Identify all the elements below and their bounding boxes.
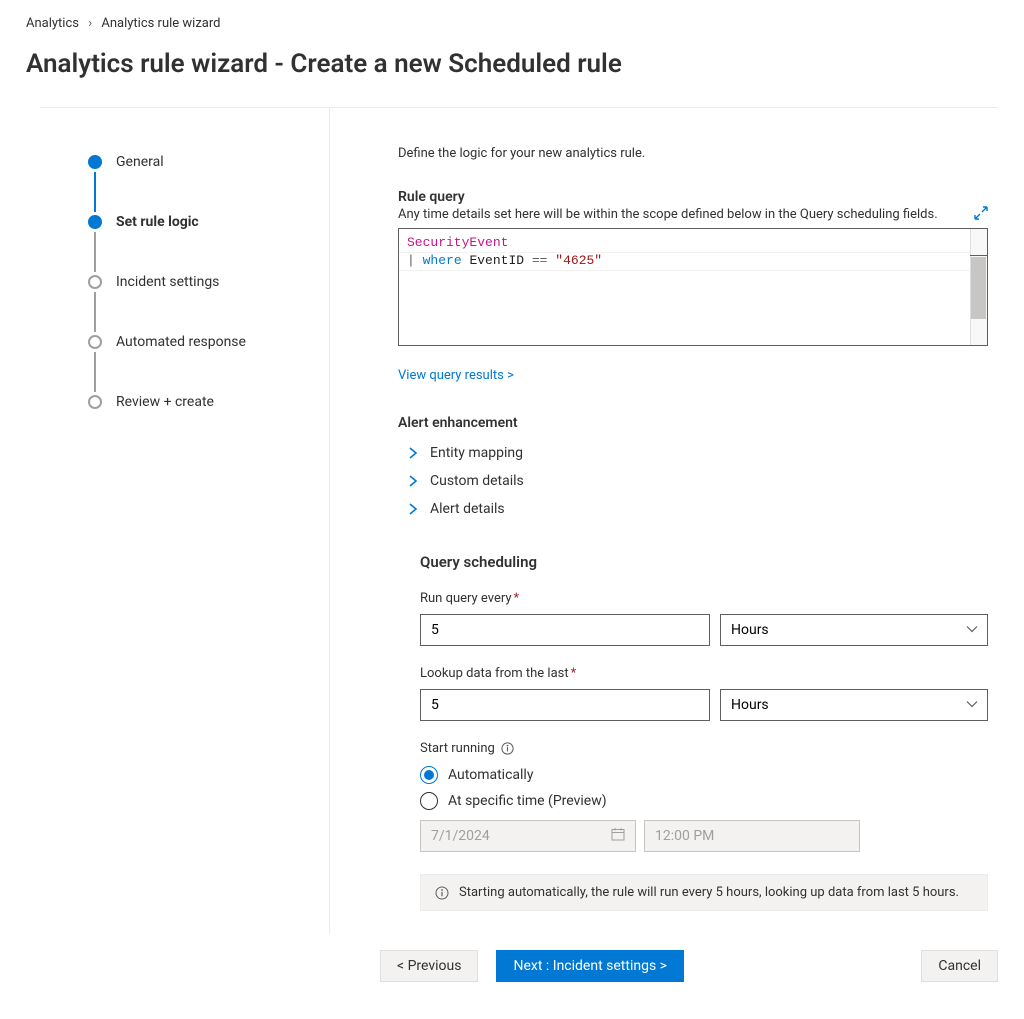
scheduling-info-bar: Starting automatically, the rule will ru… [420,874,988,911]
radio-automatically[interactable]: Automatically [420,766,988,784]
breadcrumb-root[interactable]: Analytics [26,16,79,31]
rule-query-subtitle: Any time details set here will be within… [398,207,988,222]
step-set-rule-logic[interactable]: Set rule logic [88,212,329,232]
start-time-value: 12:00 PM [655,828,714,844]
expand-query-icon[interactable] [974,206,988,224]
step-label: General [116,154,164,170]
step-dot-icon [88,155,102,169]
previous-button[interactable]: < Previous [380,950,478,982]
intro-text: Define the logic for your new analytics … [398,146,988,161]
expander-alert-details[interactable]: Alert details [398,495,988,523]
step-connector [94,292,96,332]
step-general[interactable]: General [88,152,329,172]
cancel-button[interactable]: Cancel [921,950,998,982]
wizard-steps-sidebar: General Set rule logic Incident settings… [40,108,330,934]
query-token-table: SecurityEvent [407,235,508,250]
run-query-every-value-input[interactable] [420,614,710,646]
run-query-every-label: Run query every* [420,591,988,606]
step-connector [94,232,96,272]
expander-label: Alert details [430,501,505,517]
next-button[interactable]: Next : Incident settings > [496,950,683,982]
start-date-input: 7/1/2024 [420,820,636,852]
page-title: Analytics rule wizard - Create a new Sch… [26,49,998,79]
info-bar-text: Starting automatically, the rule will ru… [459,885,959,900]
step-label: Set rule logic [116,214,199,230]
breadcrumb: Analytics › Analytics rule wizard [26,10,998,49]
step-label: Automated response [116,334,246,350]
info-icon [435,886,449,900]
radio-label: Automatically [448,767,533,783]
expander-label: Custom details [430,473,524,489]
radio-label: At specific time (Preview) [448,793,607,809]
view-query-results-link[interactable]: View query results > [398,368,514,383]
step-connector [94,352,96,392]
step-label: Review + create [116,394,214,410]
breadcrumb-separator: › [88,16,92,31]
expander-custom-details[interactable]: Custom details [398,467,988,495]
step-review-create[interactable]: Review + create [88,392,329,412]
query-scrollbar-thumb[interactable] [971,257,986,319]
step-dot-icon [88,215,102,229]
wizard-footer: < Previous Next : Incident settings > Ca… [0,934,1024,1002]
rule-query-editor[interactable]: SecurityEvent | where EventID == "4625" [398,228,988,346]
expander-entity-mapping[interactable]: Entity mapping [398,439,988,467]
lookup-data-label: Lookup data from the last* [420,666,988,681]
lookup-data-value-input[interactable] [420,689,710,721]
chevron-right-icon [408,447,418,459]
step-automated-response[interactable]: Automated response [88,332,329,352]
chevron-right-icon [408,475,418,487]
step-dot-icon [88,335,102,349]
start-date-value: 7/1/2024 [431,828,490,844]
radio-icon [420,792,438,810]
expander-label: Entity mapping [430,445,523,461]
info-icon[interactable] [501,742,514,755]
radio-specific-time[interactable]: At specific time (Preview) [420,792,988,810]
calendar-icon [611,827,625,845]
chevron-right-icon [408,503,418,515]
run-query-every-unit-select[interactable]: Hours [720,614,988,646]
step-label: Incident settings [116,274,219,290]
step-dot-icon [88,275,102,289]
radio-icon [420,766,438,784]
main-content: Define the logic for your new analytics … [330,108,998,934]
start-running-label: Start running [420,741,988,756]
query-scheduling-title: Query scheduling [420,553,988,571]
step-connector [94,172,96,212]
step-dot-icon [88,395,102,409]
start-time-input: 12:00 PM [644,820,860,852]
step-incident-settings[interactable]: Incident settings [88,272,329,292]
breadcrumb-current: Analytics rule wizard [101,16,220,31]
lookup-data-unit-select[interactable]: Hours [720,689,988,721]
rule-query-title: Rule query [398,189,988,205]
alert-enhancement-title: Alert enhancement [398,415,988,431]
